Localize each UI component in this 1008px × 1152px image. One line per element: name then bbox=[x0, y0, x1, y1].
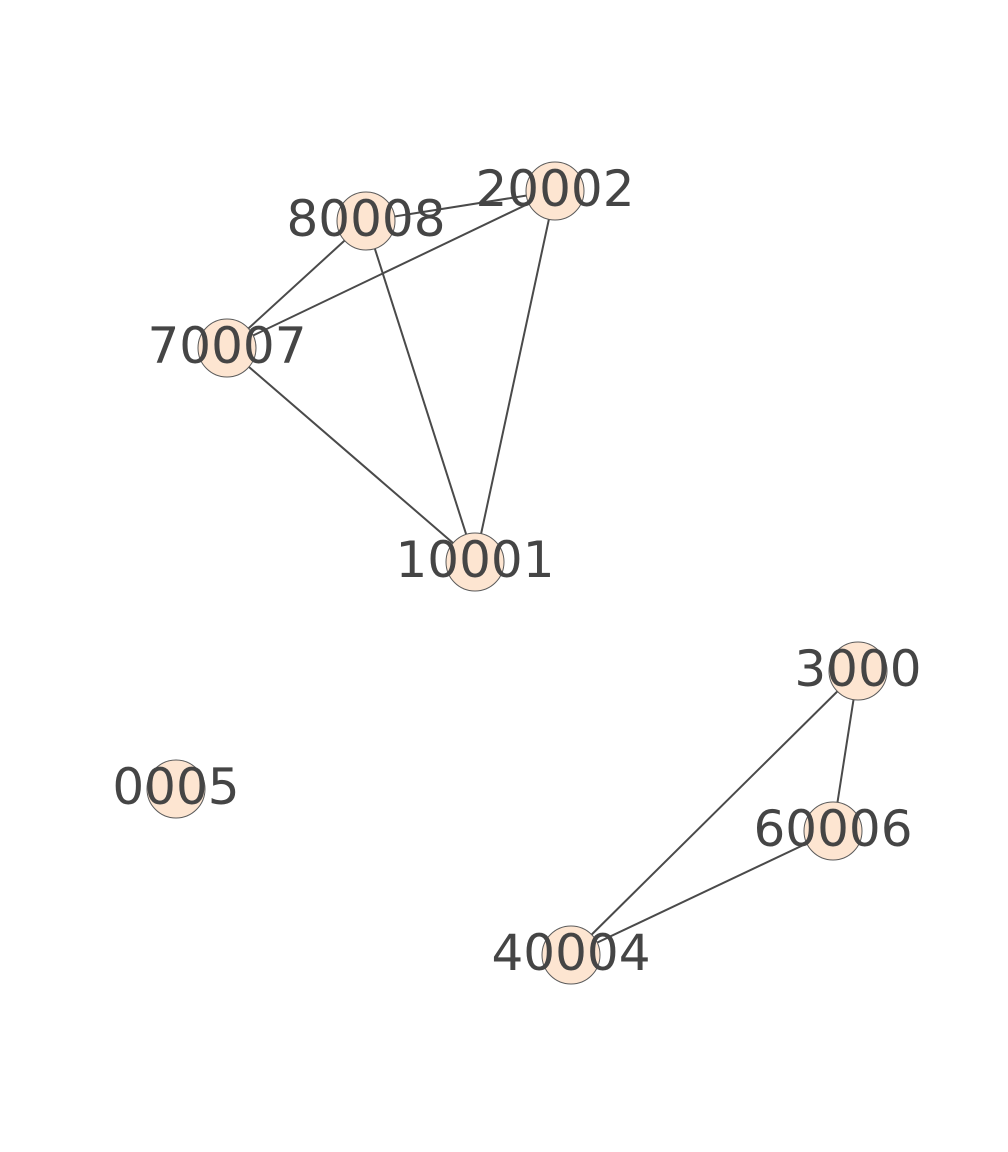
graph-labels: 10001 20002 3000 40004 0005 60006 70007 80008 bbox=[112, 160, 921, 982]
node-label: 10001 bbox=[395, 531, 554, 589]
graph-node bbox=[445, 532, 505, 592]
node-label: 0005 bbox=[112, 758, 239, 816]
graph-edge bbox=[570, 830, 834, 956]
graph-node bbox=[336, 191, 396, 251]
graph-edge bbox=[365, 190, 556, 222]
node-label: 20002 bbox=[475, 160, 634, 218]
graph-edge bbox=[226, 190, 556, 349]
graph-node bbox=[146, 759, 206, 819]
graph-edge bbox=[570, 670, 859, 956]
graph-edge bbox=[226, 347, 476, 563]
node-label: 3000 bbox=[794, 640, 921, 698]
node-label: 40004 bbox=[491, 924, 650, 982]
graph-node bbox=[541, 925, 601, 985]
graph-nodes bbox=[146, 161, 888, 985]
graph-node bbox=[803, 801, 863, 861]
node-label: 80008 bbox=[286, 190, 445, 248]
graph-node bbox=[828, 641, 888, 701]
node-label: 70007 bbox=[147, 317, 306, 375]
graph-node bbox=[197, 318, 257, 378]
graph-node bbox=[525, 161, 585, 221]
graph-edge bbox=[474, 190, 556, 563]
graph-edge bbox=[226, 220, 367, 349]
graph-edge bbox=[365, 220, 476, 563]
graph-edges bbox=[226, 190, 859, 956]
node-label: 60006 bbox=[753, 800, 912, 858]
